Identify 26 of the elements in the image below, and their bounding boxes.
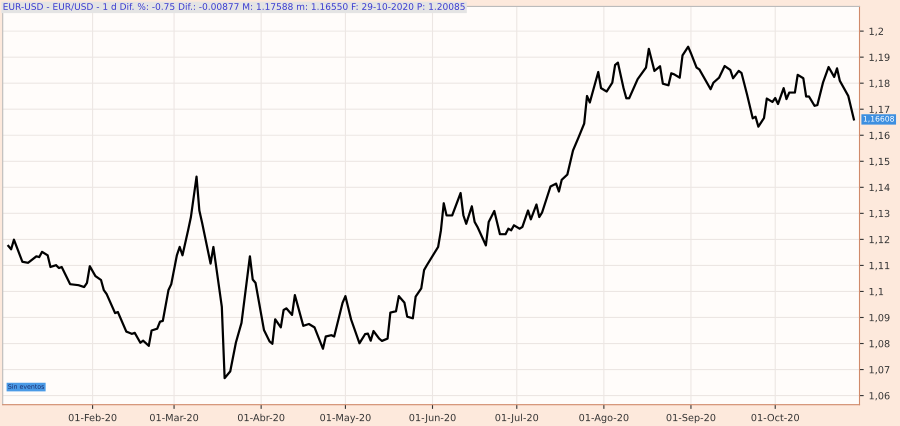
y-tick-label: 1,11 (870, 262, 890, 270)
y-tick-label: 1,18 (870, 80, 890, 88)
y-tick-label: 1,14 (870, 184, 890, 192)
y-tick-label: 1,2 (870, 28, 884, 36)
line-series (7, 46, 855, 380)
y-tick-label: 1,17 (870, 106, 890, 114)
chart-title: EUR-USD - EUR/USD - 1 d Dif. %: -0.75 Dif.: -0.00877 M: 1.17588 m: 1.16550 F: 29-10-2020 P: 1.20085 (4, 2, 465, 11)
x-tick-label: 01-Jul-20 (495, 414, 538, 424)
y-tick-label: 1,1 (870, 288, 884, 296)
x-tick-label: 01-Feb-20 (68, 414, 116, 422)
y-tick-label: 1,13 (870, 210, 890, 218)
y-tick-label: 1,07 (870, 366, 890, 374)
x-tick-label: 01-Mar-20 (150, 414, 198, 422)
x-tick-label: 01-Jun-20 (409, 414, 456, 424)
y-tick-label: 1,09 (870, 314, 890, 322)
x-tick-label: 01-Abr-20 (238, 414, 284, 422)
y-tick-label: 1,06 (870, 392, 890, 400)
y-tick-label: 1,19 (870, 54, 890, 62)
x-tick-label: 01-Oct-20 (751, 414, 799, 422)
x-tick-label: 01-Ago-20 (579, 414, 628, 424)
x-tick-label: 01-Sep-20 (666, 414, 716, 424)
y-tick-label: 1,15 (870, 158, 890, 166)
x-tick-label: 01-May-20 (320, 414, 371, 424)
y-tick-label: 1,12 (870, 236, 890, 244)
y-tick-label: 1,08 (870, 340, 890, 348)
y-tick-label: 1,16 (870, 132, 890, 140)
